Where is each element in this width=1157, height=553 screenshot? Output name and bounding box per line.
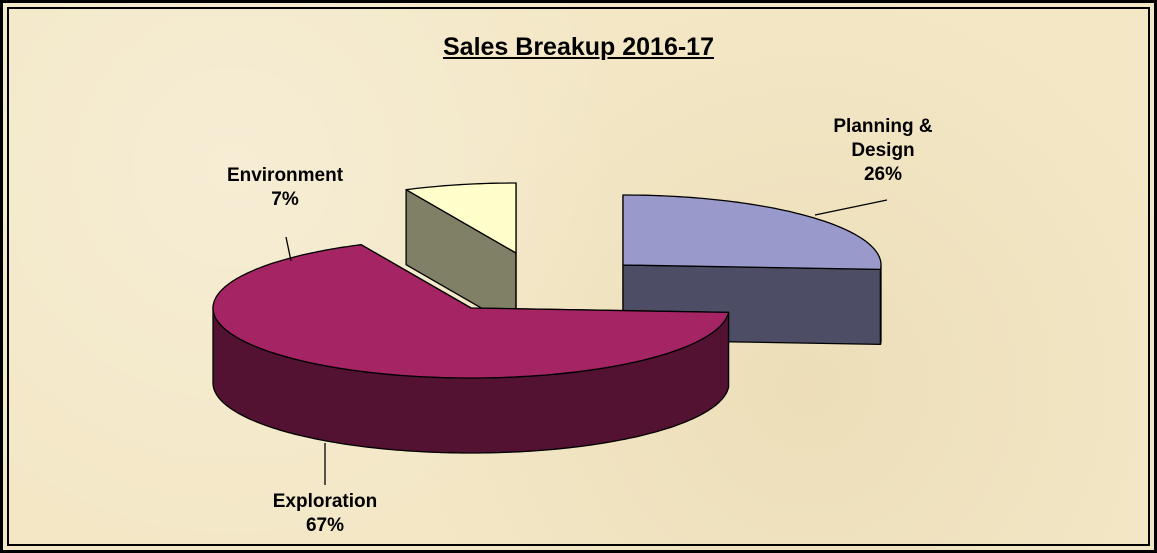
slice xyxy=(212,244,730,454)
slice xyxy=(405,182,517,329)
slice-top xyxy=(622,194,882,271)
slice-top xyxy=(212,244,730,379)
value-label: 26% xyxy=(863,164,903,185)
category-label: Planning & Design xyxy=(833,116,933,161)
value-label: 67% xyxy=(305,515,345,536)
slice-side xyxy=(879,264,882,346)
leader-line xyxy=(814,199,888,216)
inner-border xyxy=(7,7,1150,546)
slice-label: Exploration 67% xyxy=(245,490,405,538)
category-label: Exploration xyxy=(272,491,378,512)
value-label: 7% xyxy=(271,189,299,210)
category-label: Environment xyxy=(226,165,344,186)
pie-area xyxy=(212,182,888,485)
slice-top xyxy=(405,182,517,254)
slice-label: Environment 7% xyxy=(200,164,370,212)
leader-line xyxy=(285,236,292,262)
slice-label: Planning & Design 26% xyxy=(813,115,953,187)
chart-title: Sales Breakup 2016-17 xyxy=(442,33,714,61)
